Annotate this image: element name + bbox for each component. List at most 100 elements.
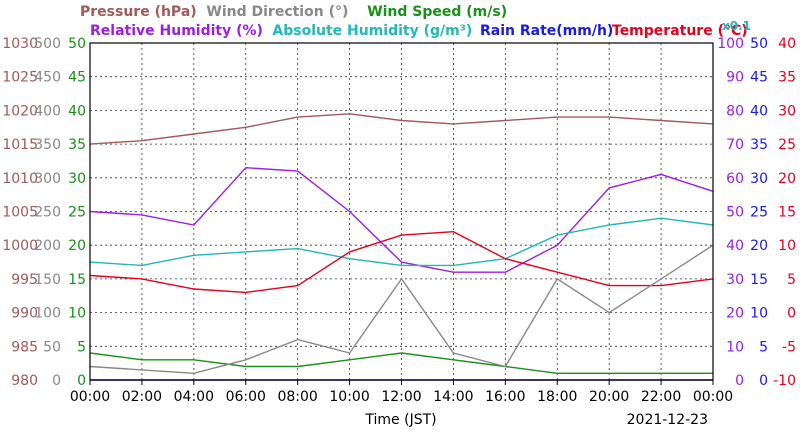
title-segment: Wind Speed (m/s) [367, 4, 507, 20]
series-line [89, 244, 714, 375]
series-line [89, 230, 714, 294]
title-segment: x0.1 [722, 19, 751, 33]
wind_speed-tick-label: 35 [68, 137, 86, 153]
rain_rate-tick-label: 15 [750, 272, 768, 288]
rain_rate-tick-label: 30 [750, 171, 768, 187]
pressure-tick-label: 990 [11, 306, 38, 322]
pressure-tick-label: 1015 [2, 137, 38, 153]
relative_humidity-tick-label: 100 [717, 36, 744, 52]
title-segment: Pressure (hPa) [80, 4, 197, 20]
relative_humidity-tick-label: 10 [726, 339, 744, 355]
series-line [89, 113, 714, 145]
wind_speed-tick-label: 45 [68, 70, 86, 86]
pressure-tick-label: 1020 [2, 103, 38, 119]
wind_speed-tick-label: 20 [68, 238, 86, 254]
x-tick-label: 04:00 [174, 389, 214, 405]
temperature-tick-label: 25 [778, 137, 796, 153]
relative_humidity-tick-label: 60 [726, 171, 744, 187]
rain_rate-tick-label: 20 [750, 238, 768, 254]
x-tick-label: 00:00 [693, 389, 733, 405]
wind_direction-tick-label: 0 [52, 373, 61, 389]
wind_direction-tick-label: 350 [34, 137, 61, 153]
wind_speed-tick-label: 0 [77, 373, 86, 389]
title-segment: Absolute Humidity (g/m³) [272, 23, 472, 39]
rain_rate-tick-label: 10 [750, 306, 768, 322]
pressure-tick-label: 1005 [2, 205, 38, 221]
wind_direction-tick-label: 50 [43, 339, 61, 355]
relative_humidity-tick-label: 90 [726, 70, 744, 86]
wind_direction-tick-label: 100 [34, 306, 61, 322]
temperature-tick-label: 35 [778, 70, 796, 86]
rain_rate-tick-label: 0 [759, 373, 768, 389]
temperature-tick-label: -5 [782, 339, 796, 355]
wind_speed-tick-label: 10 [68, 306, 86, 322]
x-tick-label: 14:00 [433, 389, 473, 405]
wind_direction-tick-label: 300 [34, 171, 61, 187]
wind_direction-tick-label: 200 [34, 238, 61, 254]
title-segment: Relative Humidity (%) [90, 23, 263, 39]
x-tick-label: 22:00 [641, 389, 681, 405]
relative_humidity-tick-label: 40 [726, 238, 744, 254]
wind_speed-tick-label: 25 [68, 205, 86, 221]
rain_rate-tick-label: 25 [750, 205, 768, 221]
wind_speed-tick-label: 40 [68, 103, 86, 119]
title-segment: Temperature (°C) [612, 23, 748, 39]
x-tick-label: 06:00 [226, 389, 266, 405]
series-line [89, 166, 714, 273]
right-axes: 1009080706050403020100504540353025201510… [717, 36, 796, 389]
rain_rate-tick-label: 40 [750, 103, 768, 119]
x-tick-label: 10:00 [329, 389, 369, 405]
relative_humidity-tick-label: 80 [726, 103, 744, 119]
wind_direction-tick-label: 400 [34, 103, 61, 119]
x-axis: 00:00 02:00 04:00 06:00 08:00 10:00 12:00 14:00… [70, 380, 733, 405]
temperature-tick-label: 30 [778, 103, 796, 119]
temperature-tick-label: 40 [778, 36, 796, 52]
x-tick-label: 02:00 [122, 389, 162, 405]
rain_rate-tick-label: 50 [750, 36, 768, 52]
series-line [89, 352, 713, 374]
rain_rate-tick-label: 5 [759, 339, 768, 355]
pressure-tick-label: 995 [11, 272, 38, 288]
left-axes: 1030102510201015101010051000995990985980… [2, 36, 86, 389]
temperature-tick-label: 10 [778, 238, 796, 254]
pressure-tick-label: 1030 [2, 36, 38, 52]
pressure-tick-label: 980 [11, 373, 38, 389]
wind_direction-tick-label: 250 [34, 205, 61, 221]
temperature-tick-label: 0 [787, 306, 796, 322]
wind_direction-tick-label: 450 [34, 70, 61, 86]
temperature-tick-label: -10 [773, 373, 796, 389]
wind_speed-tick-label: 50 [68, 36, 86, 52]
title-segment: Rain Rate(mm/h) [480, 23, 613, 39]
x-tick-label: 16:00 [485, 389, 525, 405]
title-segment: Wind Direction (°) [206, 4, 348, 20]
x-tick-label: 12:00 [381, 389, 421, 405]
pressure-tick-label: 1000 [2, 238, 38, 254]
x-tick-label: 20:00 [589, 389, 629, 405]
relative_humidity-tick-label: 0 [735, 373, 744, 389]
pressure-tick-label: 1025 [2, 70, 38, 86]
relative_humidity-tick-label: 20 [726, 306, 744, 322]
rain_rate-tick-label: 45 [750, 70, 768, 86]
x-tick-label: 18:00 [537, 389, 577, 405]
date-label: 2021-12-23 [627, 412, 708, 428]
wind_speed-tick-label: 15 [68, 272, 86, 288]
wind_speed-tick-label: 5 [77, 339, 86, 355]
temperature-tick-label: 5 [787, 272, 796, 288]
wind_speed-tick-label: 30 [68, 171, 86, 187]
x-axis-label: Time (JST) [364, 412, 436, 428]
relative_humidity-tick-label: 70 [726, 137, 744, 153]
relative_humidity-tick-label: 30 [726, 272, 744, 288]
x-tick-label: 00:00 [70, 389, 110, 405]
temperature-tick-label: 20 [778, 171, 796, 187]
wind_direction-tick-label: 150 [34, 272, 61, 288]
rain_rate-tick-label: 35 [750, 137, 768, 153]
x-tick-label: 08:00 [277, 389, 317, 405]
wind_direction-tick-label: 500 [34, 36, 61, 52]
pressure-tick-label: 1010 [2, 171, 38, 187]
chart-title-row: Pressure (hPa) Wind Direction (°) Wind Spe… [80, 4, 751, 39]
pressure-tick-label: 985 [11, 339, 38, 355]
series-line [89, 217, 714, 267]
grid [90, 43, 713, 380]
relative_humidity-tick-label: 50 [726, 205, 744, 221]
